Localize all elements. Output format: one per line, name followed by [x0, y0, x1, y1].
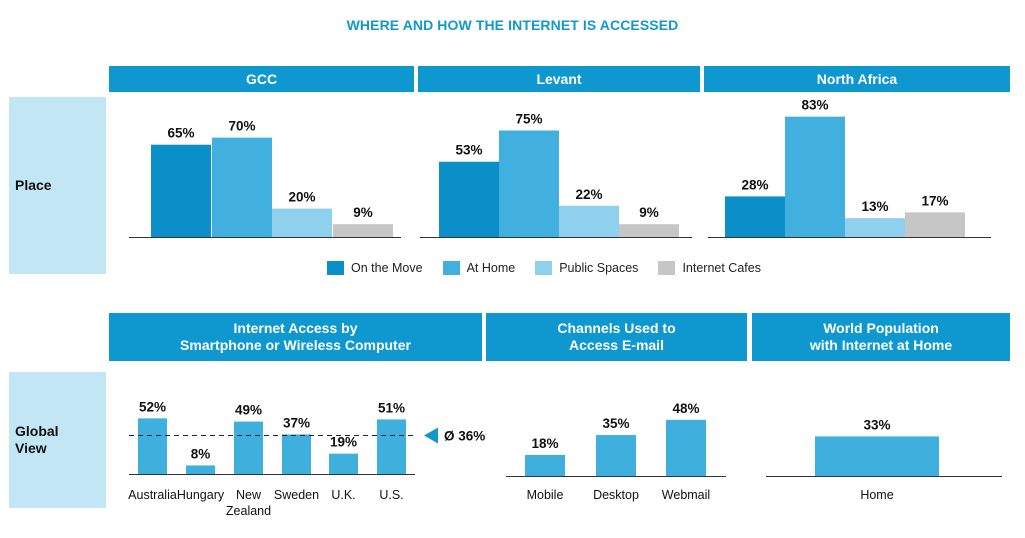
- internet-access-by-smart-bar-u-k: [329, 453, 358, 474]
- channels-used-to-access--data-label-mobile: 18%: [531, 436, 558, 451]
- legend-swatch-at-home: [442, 261, 460, 275]
- internet-access-by-smart-data-label-hungary: 8%: [191, 446, 211, 461]
- header-levant-label: Levant: [536, 70, 582, 87]
- levant-data-label-internet-cafes: 9%: [639, 205, 659, 220]
- header-email-line1: Channels Used to: [557, 320, 676, 336]
- legend: On the Move At Home Public Spaces Intern…: [327, 261, 781, 275]
- gcc-bar-internet-cafes: [333, 224, 393, 237]
- internet-access-by-smart-data-label-u-k: 19%: [330, 435, 357, 450]
- channels-used-to-access--category-label-webmail: Webmail: [662, 488, 710, 502]
- gcc-bar-public-spaces: [272, 208, 332, 237]
- header-smartphone-line2: Smartphone or Wireless Computer: [180, 337, 411, 353]
- legend-item-at-home: At Home: [442, 261, 516, 275]
- legend-swatch-public-spaces: [535, 261, 553, 275]
- header-levant: Levant: [418, 66, 700, 92]
- gcc-data-label-internet-cafes: 9%: [353, 205, 373, 220]
- gcc-data-label-on-the-move: 65%: [167, 126, 194, 141]
- internet-access-by-smart-category-label-u-k: U.K.: [331, 488, 355, 502]
- internet-access-by-smart-bar-australia: [138, 418, 167, 474]
- internet-access-by-smart-bar-hungary: [186, 465, 215, 474]
- header-gcc-label: GCC: [245, 70, 278, 87]
- row-label-global-line1: Global: [15, 423, 59, 439]
- gcc-bar-on-the-move: [151, 144, 211, 237]
- channels-used-to-access--bar-mobile: [525, 454, 565, 476]
- average-label: Ø 36%: [444, 428, 485, 443]
- north-africa-data-label-at-home: 83%: [801, 98, 828, 113]
- header-smartphone: Internet Access by Smartphone or Wireles…: [109, 313, 482, 361]
- levant-data-label-public-spaces: 22%: [575, 187, 602, 202]
- header-world: World Population with Internet at Home: [752, 313, 1010, 361]
- gcc-bar-at-home: [212, 137, 272, 237]
- north-africa-bar-at-home: [785, 116, 845, 237]
- header-world-line2: with Internet at Home: [809, 337, 953, 353]
- levant-bar-on-the-move: [439, 161, 499, 237]
- internet-access-by-smart-bar-u-s: [377, 419, 406, 474]
- header-north-africa-label: North Africa: [816, 70, 898, 87]
- levant-bar-internet-cafes: [619, 224, 679, 237]
- internet-access-by-smart-category-label-sweden: Sweden: [274, 488, 319, 502]
- world-population-with-in-bar-home: [815, 436, 939, 476]
- channels-used-to-access--bar-desktop: [596, 435, 636, 476]
- gcc-data-label-at-home: 70%: [228, 119, 255, 134]
- levant-bar-at-home: [499, 130, 559, 237]
- legend-swatch-internet-cafes: [658, 261, 676, 275]
- north-africa-data-label-on-the-move: 28%: [741, 177, 768, 192]
- page-title: WHERE AND HOW THE INTERNET IS ACCESSED: [346, 17, 679, 33]
- channels-used-to-access--bar-webmail: [666, 419, 706, 476]
- legend-label-public-spaces: Public Spaces: [559, 261, 639, 275]
- gcc-data-label-public-spaces: 20%: [288, 190, 315, 205]
- header-world-line1: World Population: [823, 320, 939, 336]
- legend-item-internet-cafes: Internet Cafes: [658, 261, 761, 275]
- internet-access-by-smart-category-label-australia: Australia: [128, 488, 177, 502]
- north-africa-bar-public-spaces: [845, 218, 905, 237]
- world-population-with-in-data-label-home: 33%: [863, 417, 890, 432]
- north-africa-data-label-internet-cafes: 17%: [921, 193, 948, 208]
- legend-label-on-the-move: On the Move: [351, 261, 423, 275]
- internet-access-by-smart-data-label-australia: 52%: [139, 399, 166, 414]
- world-population-with-in-category-label-home: Home: [860, 488, 893, 502]
- header-gcc: GCC: [109, 66, 414, 92]
- internet-access-by-smart-category-label-new-zealand: New: [236, 488, 262, 502]
- channels-used-to-access--category-label-desktop: Desktop: [593, 488, 639, 502]
- legend-item-on-the-move: On the Move: [327, 261, 423, 275]
- channels-used-to-access--category-label-mobile: Mobile: [527, 488, 564, 502]
- levant-bar-public-spaces: [559, 205, 619, 237]
- levant-data-label-on-the-move: 53%: [455, 143, 482, 158]
- legend-label-internet-cafes: Internet Cafes: [682, 261, 761, 275]
- header-email-line2: Access E-mail: [569, 337, 664, 353]
- legend-swatch-on-the-move: [327, 261, 344, 275]
- legend-item-public-spaces: Public Spaces: [535, 261, 638, 275]
- header-north-africa: North Africa: [704, 66, 1010, 92]
- header-email: Channels Used to Access E-mail: [486, 313, 747, 361]
- internet-access-by-smart-category-label-new-zealand-1: Zealand: [226, 504, 271, 518]
- internet-access-by-smart-data-label-new-zealand: 49%: [235, 403, 262, 418]
- average-marker-icon: [424, 427, 438, 444]
- legend-label-at-home: At Home: [466, 261, 516, 275]
- row-label-place-text: Place: [15, 177, 52, 193]
- row-label-global-view: Global View: [9, 372, 106, 508]
- row-label-global-line2: View: [15, 440, 47, 456]
- internet-access-by-smart-data-label-sweden: 37%: [283, 415, 310, 430]
- north-africa-bar-internet-cafes: [905, 212, 965, 237]
- internet-access-by-smart-category-label-u-s: U.S.: [379, 488, 403, 502]
- north-africa-bar-on-the-move: [725, 196, 785, 237]
- levant-data-label-at-home: 75%: [515, 112, 542, 127]
- internet-access-by-smart-bar-sweden: [282, 434, 311, 474]
- channels-used-to-access--data-label-webmail: 48%: [672, 401, 699, 416]
- internet-access-by-smart-category-label-hungary: Hungary: [177, 488, 225, 502]
- internet-access-by-smart-bar-new-zealand: [234, 421, 263, 474]
- north-africa-data-label-public-spaces: 13%: [861, 199, 888, 214]
- internet-access-by-smart-data-label-u-s: 51%: [378, 400, 405, 415]
- header-smartphone-line1: Internet Access by: [233, 320, 358, 336]
- row-label-place: Place: [9, 97, 106, 274]
- channels-used-to-access--data-label-desktop: 35%: [602, 416, 629, 431]
